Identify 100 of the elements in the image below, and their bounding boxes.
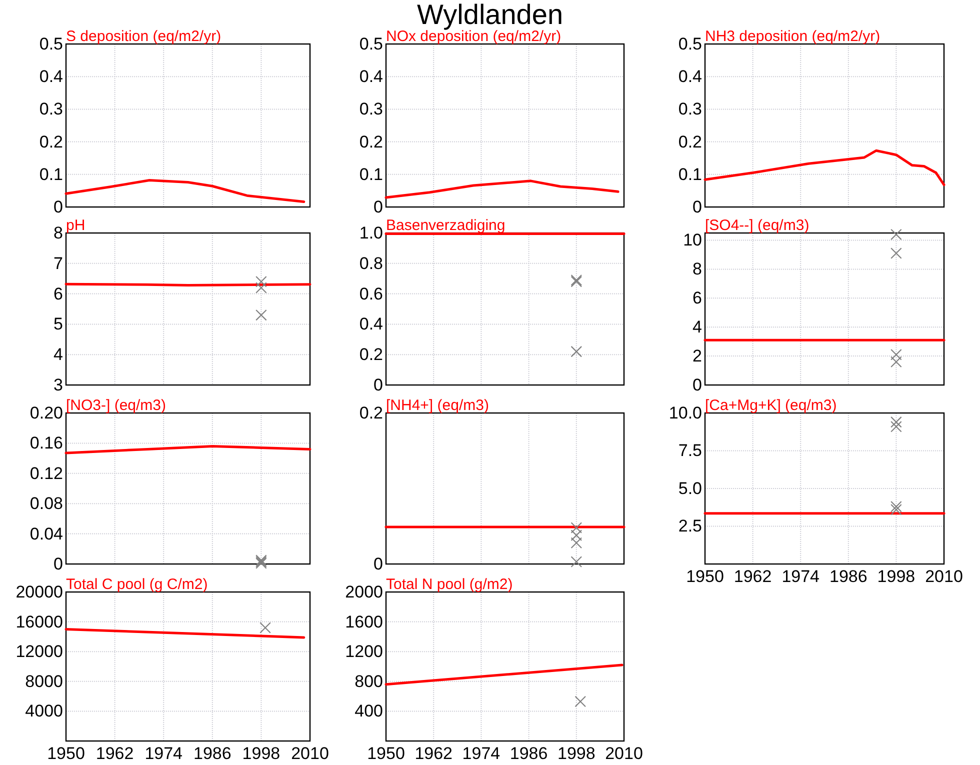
- y-tick-label: 0: [374, 554, 383, 574]
- y-tick-label: 0.3: [678, 100, 702, 119]
- y-tick-label: 0: [54, 197, 63, 216]
- x-tick-label: 1974: [782, 567, 820, 586]
- point: [890, 348, 902, 360]
- text: Wyldlanden: [416, 0, 564, 30]
- y-tick-label: 400: [354, 702, 383, 721]
- y-tick-label: 10.0: [668, 403, 702, 422]
- y-tick-label: 0.5: [39, 34, 63, 54]
- y-tick-label: 0.2: [39, 132, 63, 152]
- chart-title: [NH4+] (eq/m3): [386, 397, 489, 414]
- point: [890, 500, 902, 512]
- y-tick-label: 2.5: [678, 516, 702, 536]
- y-tick-label: 0.16: [30, 434, 63, 453]
- y-tick-label: 0.1: [678, 164, 702, 184]
- y-tick-label: 20000: [16, 582, 63, 602]
- x-tick-label: 1986: [829, 567, 868, 586]
- y-tick-label: 5: [54, 314, 63, 334]
- y-tick-label: 6: [54, 284, 63, 304]
- x-tick-label: 2010: [291, 744, 329, 764]
- point: [256, 309, 267, 321]
- y-tick-label: 1600: [345, 612, 383, 632]
- x-tick-label: 2010: [605, 744, 643, 764]
- point: [890, 420, 902, 432]
- x-tick-label: 1962: [414, 744, 453, 764]
- y-tick-label: 3: [54, 375, 63, 394]
- y-tick-label: 0: [374, 197, 383, 216]
- point: [890, 248, 902, 259]
- chart-title: pH: [66, 217, 86, 234]
- point: [890, 228, 902, 240]
- point: [570, 522, 582, 534]
- y-tick-label: 4000: [25, 702, 63, 721]
- y-tick-label: 0.5: [678, 34, 702, 54]
- chart-title: S deposition (eq/m2/yr): [66, 28, 222, 45]
- y-tick-label: 2000: [345, 582, 383, 602]
- y-tick-label: 0: [54, 554, 63, 574]
- point: [570, 346, 582, 358]
- x-tick-label: 1962: [96, 744, 134, 764]
- y-tick-label: 1200: [345, 642, 383, 662]
- chart-title: Total N pool (g/m2): [386, 576, 513, 593]
- x-tick-label: 1986: [510, 744, 548, 764]
- chart-title: [SO4--] (eq/m3): [705, 217, 810, 234]
- y-tick-label: 8: [54, 223, 63, 242]
- x-tick-label: 1950: [686, 567, 724, 586]
- y-tick-label: 8: [692, 260, 702, 279]
- x-tick-label: 1950: [367, 744, 405, 764]
- x-tick-label: 1998: [242, 744, 280, 764]
- point: [570, 537, 582, 549]
- y-tick-label: 7.5: [678, 441, 702, 460]
- point: [890, 356, 902, 368]
- y-tick-label: 4: [54, 345, 63, 364]
- x-tick-label: 1998: [557, 744, 596, 764]
- y-tick-label: 8000: [25, 672, 63, 691]
- point: [256, 276, 267, 288]
- y-tick-label: 0.08: [30, 494, 63, 514]
- y-tick-label: 2: [692, 346, 702, 366]
- y-tick-label: 0.1: [359, 164, 383, 184]
- y-tick-label: 0.4: [39, 67, 63, 86]
- point: [890, 504, 902, 516]
- y-tick-label: 0.2: [359, 345, 383, 364]
- y-tick-label: 800: [354, 672, 383, 691]
- y-tick-label: 0.04: [30, 524, 63, 544]
- y-tick-label: 1.0: [359, 223, 383, 242]
- y-tick-label: 16000: [16, 612, 63, 632]
- y-tick-label: 0: [692, 375, 702, 394]
- y-tick-label: 6: [692, 288, 702, 308]
- x-tick-label: 1998: [877, 567, 916, 586]
- line-series: [384, 180, 620, 199]
- point: [570, 530, 582, 541]
- point: [570, 556, 582, 568]
- x-tick-label: 1986: [193, 744, 232, 764]
- y-tick-label: 10: [683, 230, 702, 250]
- x-tick-label: 2010: [925, 567, 963, 586]
- chart-title: Basenverzadiging: [386, 217, 506, 234]
- y-tick-label: 0.4: [359, 314, 383, 334]
- y-tick-label: 0.6: [359, 284, 383, 304]
- y-tick-label: 7: [54, 254, 63, 273]
- y-tick-label: 0.4: [359, 67, 383, 86]
- line-series: [704, 149, 946, 186]
- y-tick-label: 0.20: [30, 403, 63, 422]
- y-tick-label: 0: [692, 197, 702, 216]
- point: [890, 416, 902, 428]
- x-tick-label: 1962: [734, 567, 772, 586]
- x-tick-label: 1974: [462, 744, 500, 764]
- y-tick-label: 0.8: [359, 254, 383, 273]
- y-tick-label: 0.2: [678, 132, 702, 152]
- chart-title: [NO3-] (eq/m3): [66, 397, 166, 414]
- chart-title: NH3 deposition (eq/m2/yr): [705, 28, 880, 45]
- chart-title: Total C pool (g C/m2): [66, 576, 208, 593]
- y-tick-label: 0.2: [359, 132, 383, 152]
- y-tick-label: 0.1: [39, 164, 63, 184]
- y-tick-label: 0.5: [359, 34, 383, 54]
- line-series: [64, 179, 306, 204]
- chart-title: [Ca+Mg+K] (eq/m3): [705, 397, 837, 414]
- y-tick-label: 0.2: [359, 403, 383, 422]
- x-tick-label: 1950: [47, 744, 85, 764]
- x-tick-label: 1974: [144, 744, 183, 764]
- y-tick-label: 4: [692, 318, 702, 337]
- y-tick-label: 5.0: [678, 478, 702, 498]
- point: [256, 282, 267, 294]
